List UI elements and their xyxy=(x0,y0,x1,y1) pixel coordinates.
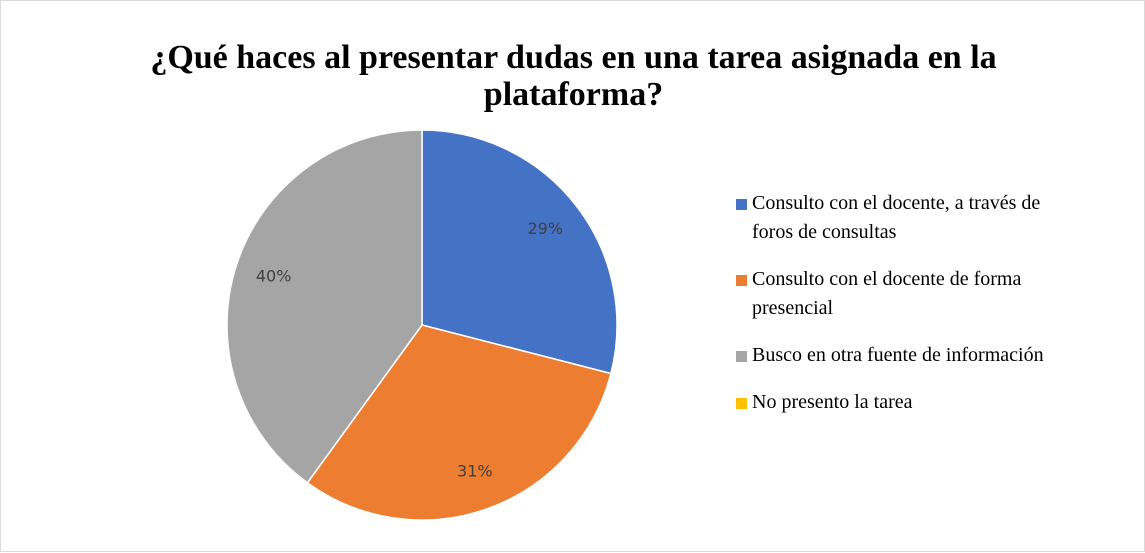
legend: Consulto con el docente, a través de for… xyxy=(734,189,1054,435)
legend-swatch xyxy=(736,199,747,210)
legend-label: Consulto con el docente de forma presenc… xyxy=(752,268,1022,319)
legend-label: Consulto con el docente, a través de for… xyxy=(752,192,1041,243)
data-label: 29% xyxy=(527,219,563,238)
chart-title: ¿Qué haces al presentar dudas en una tar… xyxy=(150,39,997,113)
legend-item: Consulto con el docente de forma presenc… xyxy=(734,265,1054,323)
data-label: 40% xyxy=(256,266,292,285)
legend-swatch xyxy=(736,351,747,362)
legend-label: Busco en otra fuente de información xyxy=(752,344,1044,366)
legend-item: No presento la tarea xyxy=(734,388,1054,417)
data-label: 31% xyxy=(457,461,493,480)
pie-slice xyxy=(306,324,612,521)
legend-swatch xyxy=(736,275,747,286)
pie-slice xyxy=(226,129,423,484)
legend-swatch xyxy=(736,398,747,409)
legend-item: Busco en otra fuente de información xyxy=(734,341,1054,370)
legend-label: No presento la tarea xyxy=(752,391,913,413)
legend-item: Consulto con el docente, a través de for… xyxy=(734,189,1054,247)
pie-slice xyxy=(421,129,618,375)
